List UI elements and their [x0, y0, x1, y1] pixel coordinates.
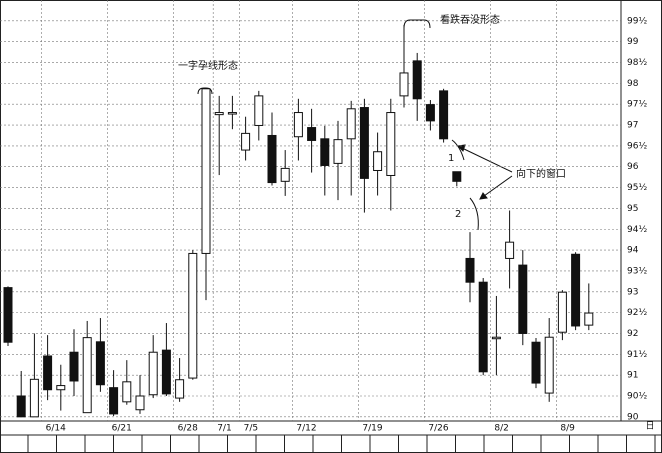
x-tick-label: 6/28 [178, 424, 198, 434]
window-bracket [469, 197, 479, 231]
candle-body [373, 151, 383, 171]
candle-body [531, 341, 541, 384]
candle-body [571, 253, 581, 327]
period-label: 日 [645, 421, 654, 432]
candle-body [16, 395, 26, 418]
candle-body [439, 90, 449, 140]
candle-body [333, 139, 343, 164]
candle-body [557, 291, 567, 333]
y-tick-label: 93 [627, 287, 638, 297]
candle-body [175, 379, 185, 399]
y-tick-label: 95 [627, 204, 638, 214]
y-tick-label: 97 [627, 121, 638, 131]
x-tick-label: 7/26 [428, 424, 448, 434]
annotation: 一字孕线形态 [178, 59, 238, 72]
x-tick-label: 6/14 [46, 424, 66, 434]
candle-body [161, 349, 171, 395]
candle-body [214, 112, 224, 116]
candle-body [293, 112, 303, 138]
candle-body [29, 378, 39, 418]
y-tick-label: 90½ [627, 391, 647, 401]
x-tick-label: 7/1 [217, 424, 231, 434]
candle-body [109, 387, 119, 415]
x-tick-label: 7/12 [296, 424, 316, 434]
candle-body [478, 281, 488, 373]
candle-body [201, 88, 211, 254]
candle-body [386, 112, 396, 176]
candle-body [43, 355, 53, 391]
arrow [479, 175, 513, 200]
candle-body [148, 351, 158, 396]
y-tick-label: 96 [627, 162, 639, 172]
candle-body [505, 241, 515, 259]
y-tick-label: 99 [627, 37, 639, 47]
candle-body [307, 127, 317, 141]
candle-body [452, 171, 462, 182]
candle-body [3, 287, 13, 343]
x-tick-label: 7/5 [244, 424, 258, 434]
candle-body [241, 132, 251, 151]
candle-body [280, 167, 290, 182]
candle-body [56, 385, 66, 391]
candle-body [188, 252, 198, 379]
candle-body [412, 60, 422, 100]
y-tick-label: 95½ [627, 183, 647, 193]
annotation: 向下的窗口 [516, 167, 566, 180]
candle-body [518, 264, 528, 334]
y-tick-label: 98 [627, 79, 639, 89]
x-tick-label: 6/21 [112, 424, 132, 434]
candle-body [544, 336, 554, 394]
candle-body [584, 312, 594, 326]
candle-body [320, 138, 330, 166]
candle-body [359, 107, 369, 179]
y-tick-label: 94 [627, 246, 639, 256]
candle-body [135, 395, 145, 411]
y-tick-label: 92½ [627, 308, 647, 318]
candle-body [82, 337, 92, 414]
bracket [197, 87, 213, 95]
candle-body [425, 104, 435, 122]
candle-body [491, 336, 501, 340]
y-tick-label: 92 [627, 329, 638, 339]
y-tick-label: 94½ [627, 225, 647, 235]
bracket [403, 19, 431, 29]
arrow [456, 144, 513, 173]
y-tick-label: 98½ [627, 58, 647, 68]
candle-body [399, 72, 409, 97]
candle-body [465, 257, 475, 283]
candle-body [69, 351, 79, 382]
annotation: 1 [448, 153, 454, 164]
candle-body [95, 341, 105, 386]
footer-cells [27, 435, 656, 453]
x-tick-label: 7/19 [362, 424, 382, 434]
x-tick-label: 8/2 [494, 424, 508, 434]
y-tick-label: 99½ [627, 16, 647, 26]
candle-body [254, 95, 264, 126]
y-tick-label: 90 [627, 412, 639, 422]
annotation: 2 [455, 209, 461, 220]
y-tick-label: 97½ [627, 100, 647, 110]
y-tick-label: 91½ [627, 350, 647, 360]
candle-body [227, 112, 237, 115]
y-tick-label: 93½ [627, 266, 647, 276]
window-bracket [451, 139, 465, 161]
candle-body [122, 381, 132, 403]
candle-body [346, 108, 356, 140]
candle-body [267, 134, 277, 184]
y-tick-label: 91 [627, 371, 638, 381]
y-tick-label: 96½ [627, 141, 647, 151]
x-tick-label: 8/9 [560, 424, 575, 434]
annotation: 看跌吞没形态 [440, 13, 500, 26]
